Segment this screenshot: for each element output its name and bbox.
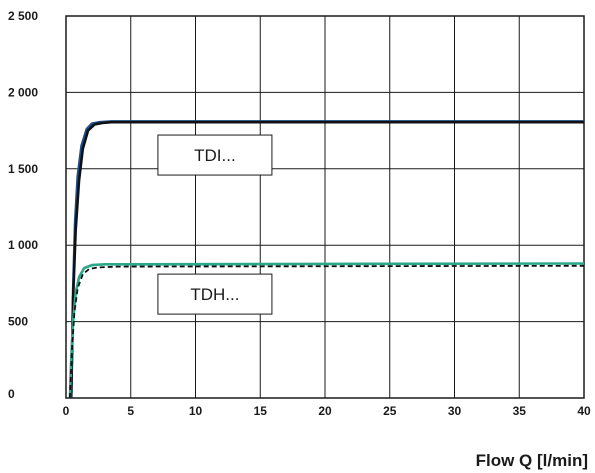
x-tick-label: 20: [318, 404, 332, 418]
y-tick-label: 0: [8, 387, 15, 401]
x-tick-label: 35: [513, 404, 527, 418]
y-tick-label: 2 500: [8, 9, 38, 23]
series-layer: [68, 120, 585, 399]
x-tick-label: 30: [448, 404, 462, 418]
y-tick-label: 1 500: [8, 162, 38, 176]
x-tick-label: 25: [383, 404, 397, 418]
annotation-label: TDH...: [190, 285, 239, 304]
annotation-box: [157, 273, 273, 315]
annotation-box: [157, 134, 273, 176]
x-tick-label: 5: [127, 404, 134, 418]
x-axis-ticks: 0 5 10 15 20 25 30 35 40: [63, 404, 591, 418]
grid: [65, 15, 585, 399]
x-tick-label: 0: [63, 404, 70, 418]
annotation-label: TDI...: [194, 146, 236, 165]
series-line-tdh-dashed: [69, 264, 585, 399]
y-tick-label: 1 000: [8, 238, 38, 252]
y-axis-ticks: 0 500 1 000 1 500 2 000 2 500: [8, 9, 38, 401]
x-tick-label: 40: [577, 404, 591, 418]
x-tick-label: 10: [189, 404, 203, 418]
annotation-layer: TDI... TDH...: [157, 134, 273, 315]
series-line-tdi-solid: [69, 120, 584, 399]
x-tick-label: 15: [254, 404, 268, 418]
plot-frame: [65, 15, 585, 399]
x-axis-label: Flow Q [l/min]: [476, 451, 588, 470]
y-tick-label: 2 000: [8, 85, 38, 99]
y-tick-label: 500: [8, 315, 28, 329]
